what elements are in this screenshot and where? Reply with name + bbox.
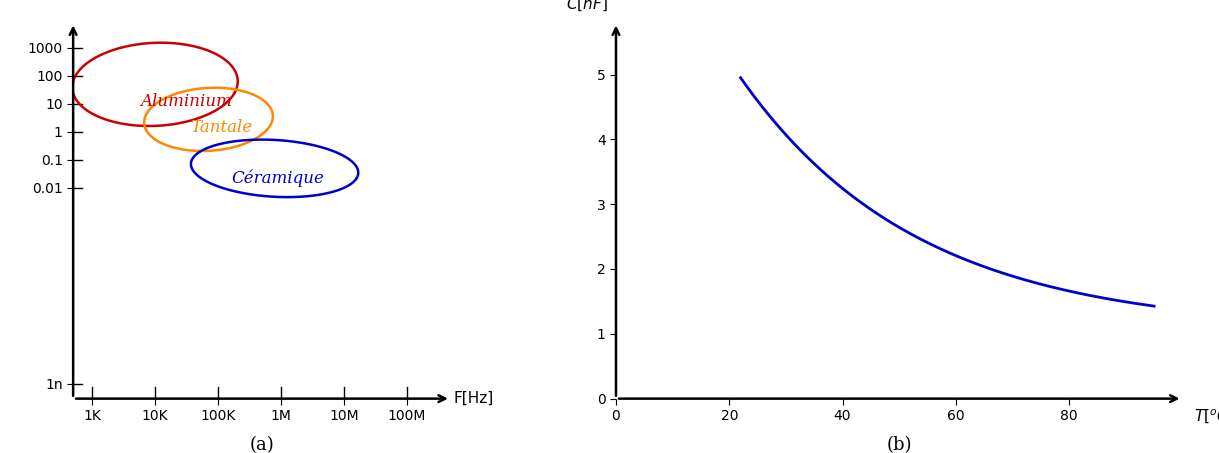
Text: Aluminium: Aluminium	[140, 93, 233, 110]
Text: Tantale: Tantale	[190, 119, 252, 136]
Text: $C[nF]$: $C[nF]$	[566, 0, 607, 13]
Text: F[Hz]: F[Hz]	[453, 391, 494, 406]
Text: Céramique: Céramique	[232, 169, 324, 187]
Text: (b): (b)	[886, 436, 912, 453]
Text: (a): (a)	[250, 436, 274, 453]
Text: $T[^oC]$: $T[^oC]$	[1193, 408, 1219, 426]
